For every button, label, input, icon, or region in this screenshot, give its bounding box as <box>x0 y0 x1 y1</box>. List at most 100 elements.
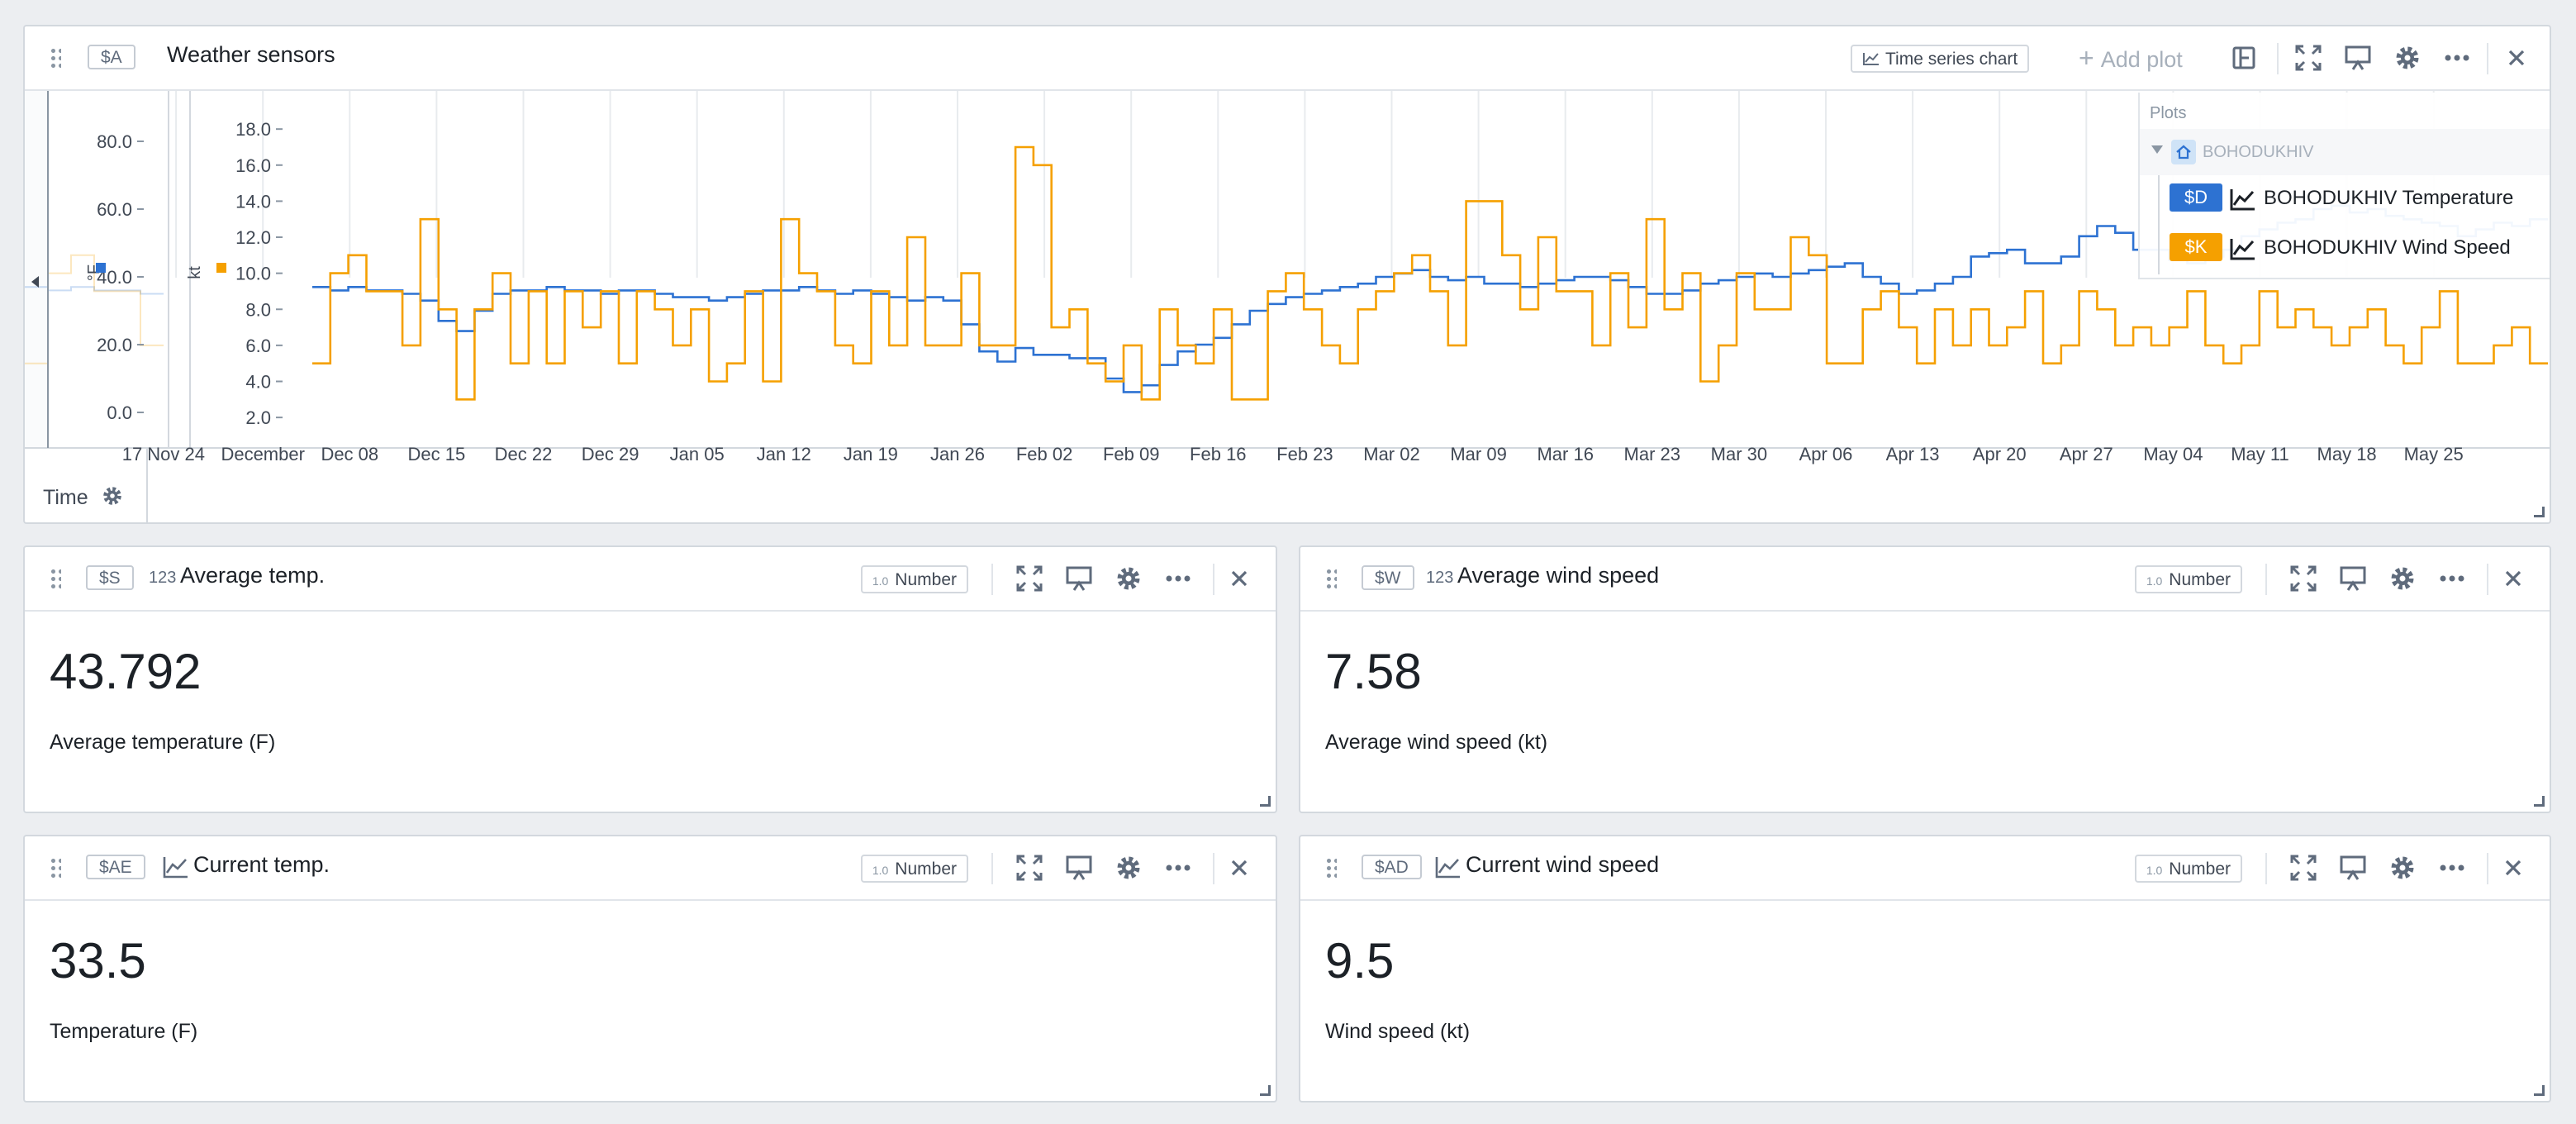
fullscreen-icon[interactable] <box>1013 851 1046 884</box>
x-tick-label: Mar 16 <box>1537 444 1593 464</box>
card-tag: $AE <box>86 855 145 879</box>
presentation-icon[interactable] <box>2341 41 2374 74</box>
x-tick-label: Feb 09 <box>1103 444 1160 464</box>
x-tick-label: Jan 12 <box>757 444 811 464</box>
line-chart-icon <box>1863 53 1879 65</box>
more-icon[interactable] <box>2436 562 2469 595</box>
card-tag: $W <box>1362 565 1414 590</box>
presentation-icon[interactable] <box>2336 562 2369 595</box>
card-header: $S 123 Average temp. 1.0 Number <box>25 547 1276 612</box>
y-tick-label: 18.0 <box>235 119 271 140</box>
x-tick-label: Feb 23 <box>1276 444 1333 464</box>
x-tick-label: May 18 <box>2317 444 2377 464</box>
separator <box>2277 43 2279 74</box>
close-icon[interactable] <box>1223 562 1256 595</box>
series-line <box>312 145 2548 401</box>
x-tick-label: Mar 30 <box>1711 444 1767 464</box>
layout-icon[interactable] <box>2227 41 2260 74</box>
y-tick-label: 8.0 <box>245 299 271 320</box>
viz-type-button[interactable]: Time series chart <box>1851 45 2030 73</box>
viz-type-button[interactable]: 1.0 Number <box>860 565 968 593</box>
drag-handle-icon[interactable] <box>1325 857 1337 879</box>
more-icon[interactable] <box>1162 851 1195 884</box>
gear-icon[interactable] <box>2391 41 2424 74</box>
x-tick-label: Jan 05 <box>670 444 725 464</box>
caret-down-icon[interactable] <box>2151 145 2163 154</box>
close-icon[interactable] <box>2497 562 2530 595</box>
more-icon[interactable] <box>1162 562 1195 595</box>
resize-handle-icon[interactable] <box>2534 796 2545 807</box>
presentation-icon[interactable] <box>1062 851 1096 884</box>
close-icon[interactable] <box>1223 851 1256 884</box>
separator <box>1213 564 1214 595</box>
resize-handle-icon[interactable] <box>2534 1085 2545 1096</box>
gear-icon[interactable] <box>1112 562 1145 595</box>
time-series-chart[interactable]: 80.060.040.020.00.0°F18.016.014.012.010.… <box>25 91 2550 522</box>
more-icon[interactable] <box>2441 41 2474 74</box>
viz-type-button[interactable]: 1.0 Number <box>2134 565 2242 593</box>
line-chart-icon <box>2230 239 2255 260</box>
x-tick-label: Apr 06 <box>1799 444 1853 464</box>
resize-handle-icon[interactable] <box>1260 796 1271 807</box>
presentation-icon[interactable] <box>2336 851 2369 884</box>
card-title: Current temp. <box>193 852 330 877</box>
numeric-type-icon: 123 <box>1426 569 1454 587</box>
close-icon[interactable] <box>2500 41 2533 74</box>
plot-tag: $D <box>2170 183 2222 212</box>
metric-value: 43.792 <box>50 644 202 699</box>
x-tick-label: Jan 26 <box>930 444 985 464</box>
gear-icon[interactable] <box>1112 851 1145 884</box>
time-gear-icon[interactable] <box>99 483 126 509</box>
plots-group-row[interactable]: BOHODUKHIV <box>2140 129 2550 175</box>
card-tag: $A <box>88 45 135 69</box>
fullscreen-icon[interactable] <box>2287 562 2320 595</box>
resize-handle-icon[interactable] <box>1260 1085 1271 1096</box>
card-title: Average temp. <box>180 563 326 588</box>
y-tick-label: 16.0 <box>235 155 271 176</box>
fullscreen-icon[interactable] <box>2292 41 2325 74</box>
x-tick-label: Apr 20 <box>1973 444 2027 464</box>
plots-tree-line <box>2158 175 2160 274</box>
x-tick-label: Feb 02 <box>1016 444 1073 464</box>
card-title: Weather sensors <box>167 42 335 67</box>
fullscreen-icon[interactable] <box>2287 851 2320 884</box>
x-tick-label: Mar 09 <box>1450 444 1506 464</box>
resize-handle-icon[interactable] <box>2534 507 2545 517</box>
card-title: Current wind speed <box>1466 852 1660 877</box>
more-icon[interactable] <box>2436 851 2469 884</box>
separator <box>991 853 993 884</box>
x-tick-label: Dec 08 <box>321 444 378 464</box>
y-tick-label: 4.0 <box>245 371 271 392</box>
chart-axes: 80.060.040.020.00.0°F18.016.014.012.010.… <box>25 91 2550 522</box>
metric-value: 9.5 <box>1325 933 1395 988</box>
presentation-icon[interactable] <box>1062 562 1096 595</box>
y-axis-unit: kt <box>186 266 204 279</box>
drag-handle-icon[interactable] <box>1325 568 1337 589</box>
y-tick-label: 12.0 <box>235 227 271 248</box>
x-tick-label: May 11 <box>2231 444 2289 464</box>
close-icon[interactable] <box>2497 851 2530 884</box>
drag-handle-icon[interactable] <box>50 568 61 589</box>
drag-handle-icon[interactable] <box>50 857 61 879</box>
x-tick-label: 17 <box>122 444 142 464</box>
viz-type-button[interactable]: 1.0 Number <box>2134 855 2242 883</box>
x-tick-label: Apr 27 <box>2060 444 2113 464</box>
add-plot-button[interactable]: + Add plot <box>2079 43 2183 73</box>
collapse-left-icon[interactable] <box>31 276 39 288</box>
gear-icon[interactable] <box>2386 562 2419 595</box>
gear-icon[interactable] <box>2386 851 2419 884</box>
x-tick-label: May 25 <box>2404 444 2464 464</box>
x-tick-label: Mar 23 <box>1624 444 1680 464</box>
plots-panel-header: Plots <box>2150 104 2187 122</box>
add-plot-label: Add plot <box>2100 47 2183 72</box>
card-header: $AD Current wind speed 1.0 Number <box>1300 836 2550 901</box>
x-tick-label: Apr 13 <box>1886 444 1940 464</box>
metric-value: 33.5 <box>50 933 146 988</box>
drag-handle-icon[interactable] <box>50 47 61 69</box>
fullscreen-icon[interactable] <box>1013 562 1046 595</box>
viz-type-button[interactable]: 1.0 Number <box>860 855 968 883</box>
x-tick-label: Dec 15 <box>408 444 466 464</box>
x-axis: 17 Nov 24 December Dec 08 Dec 15 Dec 22 Dec 29… <box>122 444 2464 464</box>
line-chart-icon <box>162 855 190 884</box>
plot-label: BOHODUKHIV Temperature <box>2264 187 2514 209</box>
